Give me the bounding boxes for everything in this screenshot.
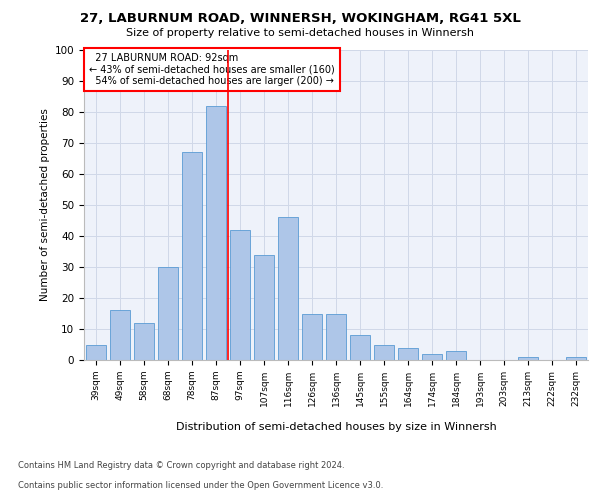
Bar <box>326 314 346 360</box>
Bar <box>254 254 274 360</box>
Bar <box>422 354 442 360</box>
Bar <box>518 357 538 360</box>
Bar <box>302 314 322 360</box>
Bar <box>566 357 586 360</box>
Text: 27 LABURNUM ROAD: 92sqm
← 43% of semi-detached houses are smaller (160)
  54% of: 27 LABURNUM ROAD: 92sqm ← 43% of semi-de… <box>89 53 335 86</box>
Bar <box>182 152 202 360</box>
Text: 27, LABURNUM ROAD, WINNERSH, WOKINGHAM, RG41 5XL: 27, LABURNUM ROAD, WINNERSH, WOKINGHAM, … <box>80 12 520 26</box>
Bar <box>206 106 226 360</box>
Text: Distribution of semi-detached houses by size in Winnersh: Distribution of semi-detached houses by … <box>176 422 496 432</box>
Bar <box>374 344 394 360</box>
Text: Contains HM Land Registry data © Crown copyright and database right 2024.: Contains HM Land Registry data © Crown c… <box>18 461 344 470</box>
Y-axis label: Number of semi-detached properties: Number of semi-detached properties <box>40 108 50 302</box>
Bar <box>230 230 250 360</box>
Text: Contains public sector information licensed under the Open Government Licence v3: Contains public sector information licen… <box>18 481 383 490</box>
Bar <box>110 310 130 360</box>
Bar <box>134 323 154 360</box>
Bar <box>86 344 106 360</box>
Bar <box>158 267 178 360</box>
Text: Size of property relative to semi-detached houses in Winnersh: Size of property relative to semi-detach… <box>126 28 474 38</box>
Bar <box>278 218 298 360</box>
Bar <box>446 350 466 360</box>
Bar <box>398 348 418 360</box>
Bar <box>350 335 370 360</box>
